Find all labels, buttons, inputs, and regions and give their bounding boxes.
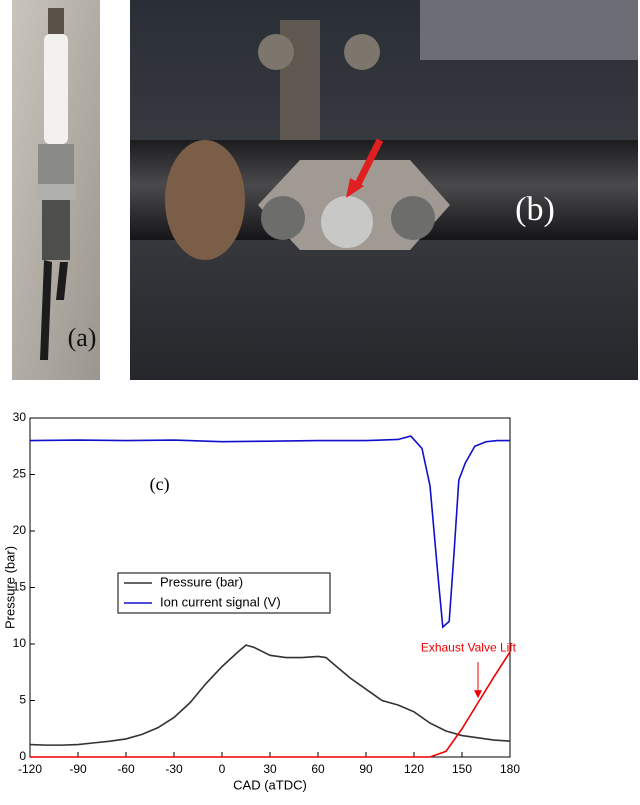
x-tick-label: -30 <box>165 762 183 776</box>
x-tick-label: 90 <box>359 762 373 776</box>
y-axis-label: Pressure (bar) <box>2 546 17 629</box>
y-tick-label: 30 <box>13 410 27 424</box>
arrow-head <box>474 690 482 699</box>
y-tick-label: 15 <box>13 580 27 594</box>
legend-label: Ion current signal (V) <box>160 594 281 609</box>
series-line <box>29 435 510 629</box>
x-tick-label: 120 <box>404 762 424 776</box>
x-tick-label: 0 <box>219 762 226 776</box>
series-label: Exhaust Valve Lift <box>421 641 517 655</box>
y-tick-label: 0 <box>19 749 26 763</box>
x-tick-label: 150 <box>452 762 472 776</box>
y-tick-label: 5 <box>19 693 26 707</box>
x-axis-label: CAD (aTDC) <box>233 777 307 792</box>
y-tick-label: 20 <box>13 523 27 537</box>
x-tick-label: -90 <box>69 762 87 776</box>
legend-label: Pressure (bar) <box>160 574 243 589</box>
x-tick-label: 60 <box>311 762 325 776</box>
x-tick-label: 30 <box>263 762 277 776</box>
photo-b: (b) <box>130 0 638 380</box>
photo-a: (a) <box>12 0 100 380</box>
y-tick-label: 10 <box>13 636 27 650</box>
panel-label: (b) <box>515 191 555 228</box>
annotation: (c) <box>150 474 170 495</box>
x-tick-label: -120 <box>18 762 42 776</box>
series-line <box>30 651 511 758</box>
panel-label: (a) <box>68 323 97 352</box>
y-tick-label: 25 <box>13 467 27 481</box>
legend-box <box>117 572 331 614</box>
series-line <box>29 644 511 746</box>
x-tick-label: 180 <box>500 762 520 776</box>
x-tick-label: -60 <box>117 762 135 776</box>
